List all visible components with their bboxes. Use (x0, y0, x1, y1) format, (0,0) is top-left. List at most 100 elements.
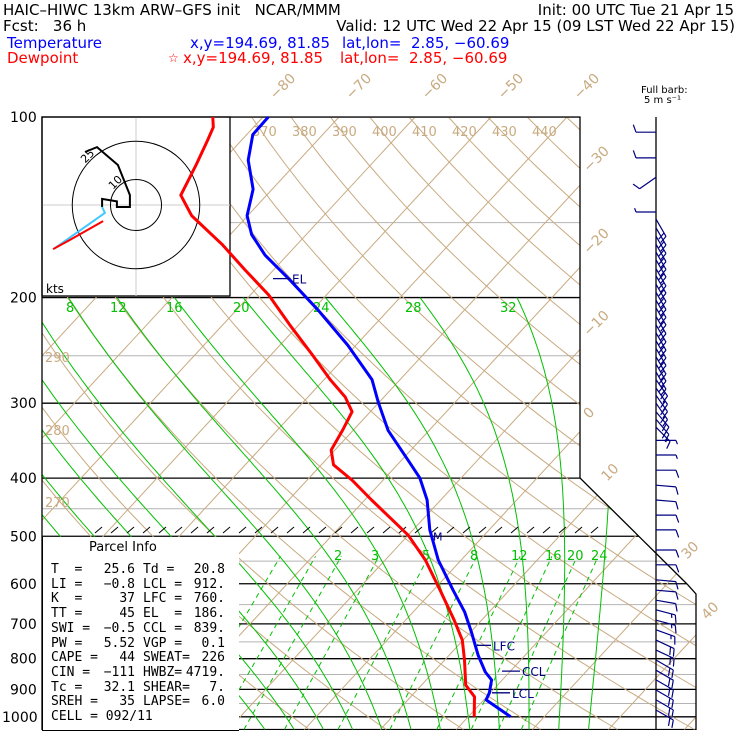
dry-adiabat-label: 420 (452, 125, 477, 140)
legend-temperature-label: Temperature (7, 34, 103, 52)
parcel-info-panel: Parcel Info T = 25.6 Td = 20.8 LI = −0.8 LCL =… (42, 537, 239, 731)
moist-adiabat-label: 12 (110, 301, 127, 316)
isotherm-label: −60 (419, 71, 451, 103)
parcel-label: LCL = (143, 576, 183, 592)
parcel-info-title: Parcel Info (89, 540, 157, 555)
parcel-info-row: Tc = 32.1 SHEAR= 7. (43, 680, 233, 695)
parcel-value: 0.1 (201, 635, 225, 651)
moist-adiabat-label: 28 (405, 301, 422, 316)
hodograph-trace-red (52, 220, 104, 250)
mixing-ratio-line (520, 556, 599, 730)
parcel-info-row: CIN = −111 HWBZ= 4719. (43, 665, 233, 680)
dry-adiabat-line (369, 117, 696, 730)
hatch-tick (318, 526, 327, 534)
wind-barb (655, 679, 674, 698)
wind-barb (655, 639, 675, 657)
isotherm-label: 40 (699, 599, 723, 623)
wind-barb (655, 649, 675, 667)
parcel-label: LI = (51, 576, 83, 592)
hodograph-units: kts (46, 282, 64, 296)
parcel-label: EL = (143, 606, 183, 622)
parcel-value: 912. (193, 576, 225, 592)
isotherm-line (532, 117, 696, 730)
hatch-tick (494, 526, 503, 534)
level-label-lcl: LCL (512, 687, 534, 701)
isotherm-label: 30 (679, 539, 703, 563)
dry-adiabat-label: 280 (45, 424, 70, 439)
level-label-lfc: LFC (493, 639, 515, 653)
parcel-value: 4719. (185, 664, 225, 680)
dry-adiabat-label: 410 (412, 125, 437, 140)
isotherm-label: −80 (267, 71, 299, 103)
parcel-label: SREH = (51, 694, 98, 710)
parcel-value: 20.8 (193, 562, 225, 577)
dry-adiabat-label: 380 (292, 125, 317, 140)
moist-adiabat-label: 24 (313, 301, 330, 316)
isotherm-label: −30 (581, 143, 613, 175)
isotherm-line (380, 117, 696, 730)
pressure-label: 400 (10, 471, 37, 487)
mixing-ratio-line (498, 556, 578, 730)
mean-wind-marker: M (433, 530, 443, 543)
wind-barb (655, 669, 674, 689)
mixing-ratio-line (337, 556, 430, 730)
mixing-ratio-label: 3 (371, 549, 379, 564)
parcel-value: −111 (103, 664, 135, 680)
mixing-ratio-line (470, 556, 553, 730)
wind-barb (656, 514, 680, 523)
hatch-tick (350, 526, 359, 534)
hatch-tick (430, 526, 439, 534)
parcel-info-row: PW = 5.52 VGP = 0.1 (43, 636, 233, 651)
dry-adiabat-line (251, 117, 696, 730)
legend-dewpoint-star-icon: ☆ (168, 51, 179, 65)
mixing-ratio-line (243, 556, 342, 730)
parcel-info-row: SWI = −0.5 CCL = 839. (43, 621, 233, 636)
parcel-label: TT = (51, 606, 83, 622)
parcel-value: −0.5 (103, 620, 135, 636)
wind-barb (632, 176, 657, 190)
hatch-tick (286, 526, 295, 534)
wind-barb (655, 609, 677, 623)
hatch-tick (574, 526, 583, 534)
wind-barb (656, 439, 678, 445)
parcel-label: CELL = 092/11 (51, 709, 153, 724)
parcel-value: 5.52 (103, 635, 135, 651)
moist-adiabat-line (325, 297, 500, 730)
wind-barb (655, 709, 674, 729)
parcel-label: SWEAT= (143, 650, 190, 666)
moist-adiabat-line (174, 297, 441, 730)
plot-border (41, 116, 697, 730)
hatch-tick (110, 526, 119, 534)
isotherm-line (42, 117, 340, 730)
moist-adiabat-line (68, 297, 383, 730)
dry-adiabat-line (329, 117, 696, 730)
parcel-label: Td = (143, 562, 175, 577)
parcel-value: 45 (119, 606, 135, 622)
hatch-tick (254, 526, 263, 534)
parcel-value: 186. (193, 606, 225, 622)
dry-adiabat-line (290, 117, 696, 730)
hatch-tick (142, 526, 151, 534)
pressure-label: 300 (10, 396, 37, 412)
legend-dewpoint-xy: x,y=194.69, 81.85 (183, 49, 324, 67)
parcel-info-row: LI = −0.8 LCL = 912. (43, 577, 233, 592)
hatch-tick (190, 526, 199, 534)
dry-adiabat-line (54, 117, 695, 730)
parcel-value: 226 (201, 650, 225, 666)
parcel-value: 44 (119, 650, 135, 666)
wind-barb (655, 259, 667, 284)
hatch-tick (270, 526, 279, 534)
dry-adiabat-label: 290 (45, 351, 70, 366)
isotherm-label: −10 (581, 308, 613, 340)
mixing-ratio-line (215, 556, 316, 730)
isotherm-label: −50 (495, 71, 527, 103)
isotherm-line (42, 117, 416, 730)
parcel-info-row: TT = 45 EL = 186. (43, 606, 233, 621)
parcel-info-row: K = 37 LFC = 760. (43, 591, 233, 606)
isotherm-line (228, 117, 696, 730)
wind-barb (655, 659, 674, 679)
hatch-tick (222, 526, 231, 534)
dry-adiabat-line (42, 117, 464, 730)
hatch-tick (238, 526, 247, 534)
parcel-info-row: SREH = 35 LAPSE= 6.0 (43, 694, 233, 709)
